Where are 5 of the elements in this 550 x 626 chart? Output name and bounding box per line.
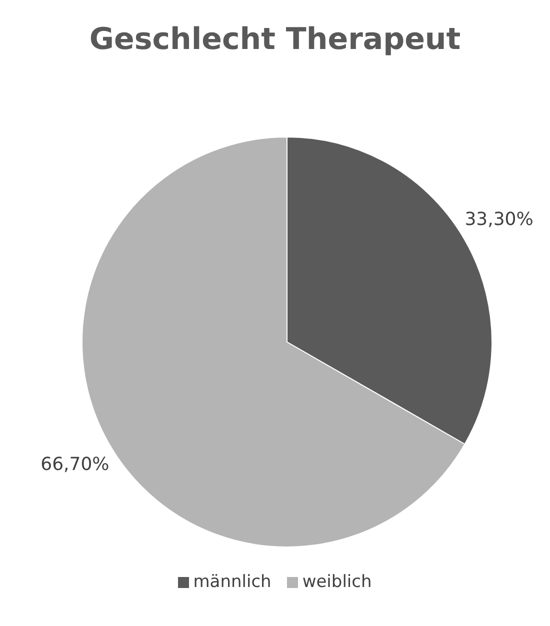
legend-label: weiblich xyxy=(301,572,372,592)
chart-title: Geschlecht Therapeut xyxy=(88,21,462,59)
legend-label: männlich xyxy=(192,572,272,592)
data-label: 66,70% xyxy=(40,454,110,476)
data-label: 33,30% xyxy=(464,208,534,230)
